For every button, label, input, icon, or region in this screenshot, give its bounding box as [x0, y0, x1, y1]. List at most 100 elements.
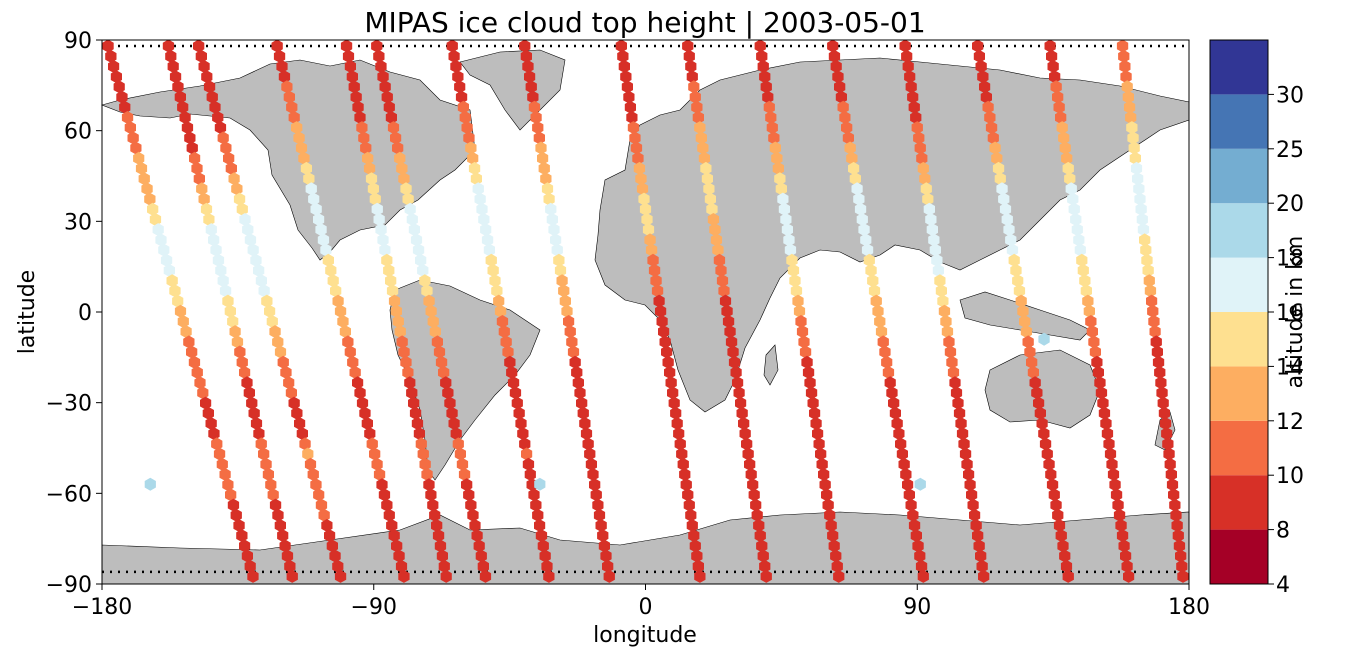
data-point — [463, 488, 475, 502]
x-tick-label: 0 — [639, 595, 653, 620]
data-point — [1039, 437, 1052, 451]
data-point — [250, 253, 262, 267]
data-point — [620, 70, 632, 84]
data-point — [244, 233, 257, 247]
data-point — [715, 263, 727, 277]
data-point — [167, 59, 179, 73]
data-point — [914, 141, 926, 155]
data-point — [347, 355, 359, 369]
data-point — [545, 202, 557, 216]
data-point — [423, 478, 435, 492]
data-point — [922, 192, 934, 206]
data-point — [584, 447, 596, 461]
data-point — [519, 39, 531, 53]
data-point — [169, 70, 182, 84]
data-point — [559, 294, 571, 308]
data-point — [760, 569, 772, 583]
data-point — [839, 111, 851, 124]
data-point — [1019, 315, 1031, 328]
data-point — [975, 59, 987, 73]
data-point — [321, 519, 333, 532]
data-point — [201, 70, 213, 84]
data-point — [394, 325, 406, 339]
x-tick-label: 180 — [1168, 595, 1210, 620]
data-point — [659, 335, 671, 349]
data-point — [461, 121, 473, 135]
data-point — [421, 467, 433, 481]
data-point — [674, 437, 686, 451]
data-point — [213, 447, 226, 461]
data-point — [228, 172, 240, 186]
data-point — [1165, 467, 1177, 481]
data-point — [1015, 294, 1027, 308]
data-point — [781, 223, 793, 237]
data-point — [367, 182, 379, 196]
data-point — [827, 39, 839, 53]
data-point — [827, 529, 839, 543]
data-point — [174, 90, 186, 104]
data-point — [837, 100, 849, 114]
data-point — [1055, 111, 1067, 124]
data-point — [624, 100, 636, 114]
data-point — [891, 417, 903, 430]
data-point — [759, 70, 771, 84]
data-point — [970, 519, 982, 532]
y-tick-label: −30 — [46, 392, 92, 417]
data-point — [895, 437, 907, 451]
data-point — [1176, 559, 1188, 573]
data-point — [511, 396, 523, 410]
data-point — [1109, 478, 1121, 492]
data-point — [1095, 386, 1108, 400]
data-point — [330, 284, 342, 298]
data-point — [907, 508, 919, 522]
data-point — [694, 121, 706, 135]
data-point — [683, 49, 695, 63]
data-point — [269, 498, 282, 512]
data-point — [191, 161, 203, 175]
data-point — [908, 100, 920, 114]
data-point — [509, 386, 522, 400]
data-point — [1045, 467, 1057, 481]
data-point — [365, 172, 378, 186]
data-point — [798, 335, 810, 349]
data-point — [1146, 294, 1158, 308]
data-point — [535, 529, 548, 543]
data-point — [313, 488, 325, 502]
data-point — [1125, 111, 1137, 124]
data-point — [411, 417, 424, 430]
data-point — [515, 417, 527, 430]
data-point — [865, 263, 877, 277]
data-point — [757, 59, 769, 73]
data-point — [979, 80, 991, 94]
data-point — [1097, 396, 1109, 410]
data-point — [391, 539, 403, 553]
data-point — [358, 131, 370, 145]
data-point — [1029, 376, 1041, 390]
data-point — [258, 284, 270, 298]
data-point — [898, 457, 910, 471]
data-point — [1057, 539, 1069, 553]
data-point — [753, 519, 765, 532]
data-point — [756, 539, 768, 553]
data-point — [868, 284, 881, 298]
data-point — [334, 569, 347, 583]
data-point — [198, 59, 210, 73]
data-point — [626, 111, 638, 124]
data-point — [1127, 131, 1139, 145]
data-point — [799, 345, 812, 359]
data-point — [194, 376, 206, 390]
data-point — [697, 141, 709, 155]
data-point — [636, 182, 649, 196]
data-point — [741, 437, 753, 451]
data-point — [747, 478, 759, 492]
data-point — [1121, 559, 1133, 573]
data-point — [904, 70, 916, 84]
data-point — [765, 111, 777, 124]
data-point — [400, 355, 412, 369]
data-point — [792, 294, 804, 308]
y-tick-label: 30 — [64, 210, 92, 235]
data-point — [1048, 488, 1060, 502]
data-point — [777, 192, 789, 206]
data-point — [915, 559, 928, 573]
data-point — [261, 294, 273, 308]
